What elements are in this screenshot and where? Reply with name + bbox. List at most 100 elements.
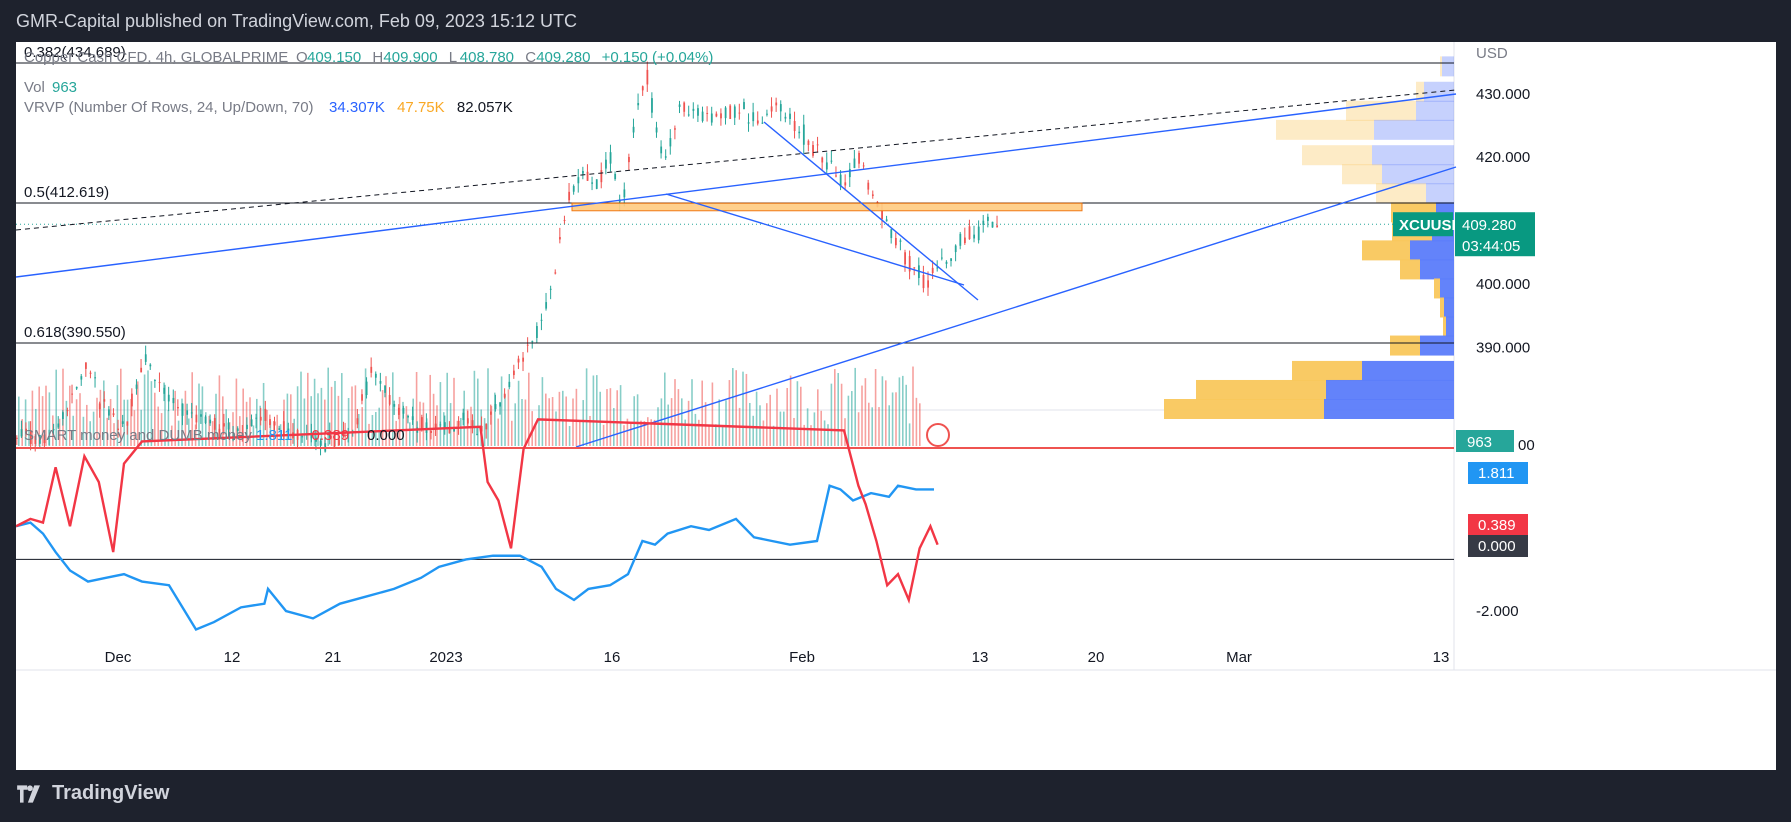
time-tick-label: 2023 xyxy=(429,649,462,666)
volume-bar xyxy=(140,409,142,446)
vp-down-bar xyxy=(1276,119,1374,140)
volume-bar xyxy=(41,396,44,446)
candle-body xyxy=(922,275,925,289)
volume-bar xyxy=(157,406,159,446)
candle-body xyxy=(494,404,497,410)
volume-bar xyxy=(562,390,564,446)
volume-bar xyxy=(905,384,907,446)
volume-bar xyxy=(885,380,887,446)
candle-body xyxy=(200,414,202,417)
candle-body xyxy=(941,257,943,259)
us-flag-icon xyxy=(926,423,950,447)
tradingview-logo[interactable]: TradingView xyxy=(16,782,169,805)
channel-lower-line xyxy=(665,193,965,286)
volume-bar xyxy=(517,380,520,446)
volume-bar xyxy=(269,421,272,446)
time-tick-label: 20 xyxy=(1088,649,1105,666)
candle-body xyxy=(623,189,626,198)
candle-body xyxy=(517,358,520,363)
candle-body xyxy=(641,86,644,91)
candle-body xyxy=(218,428,221,434)
candle-body xyxy=(250,419,253,427)
fib-level-label: 0.5(412.619) xyxy=(24,184,109,201)
chart-frame[interactable]: 0.382(434.689) 0.5(412.619) 0.618(390.550)… xyxy=(15,42,1776,770)
candle-body xyxy=(964,237,966,244)
volume-bar xyxy=(711,382,714,446)
candle-body xyxy=(89,372,92,374)
volume-bar xyxy=(337,395,340,446)
volume-bar xyxy=(456,420,459,446)
candle-body xyxy=(678,104,681,107)
volume-bar xyxy=(626,418,629,446)
currency-label: USD xyxy=(1476,45,1508,62)
volume-bar xyxy=(507,389,510,446)
price-tick-label: 00 xyxy=(1518,437,1535,454)
vol-legend-label: Vol xyxy=(24,79,45,96)
vrvp-legend-value: 47.75K xyxy=(397,99,445,116)
volume-bar xyxy=(670,398,673,446)
vp-up-bar xyxy=(1326,379,1454,400)
candle-body xyxy=(987,216,989,221)
volume-bar xyxy=(130,398,132,446)
volume-bar xyxy=(218,375,221,446)
volume-bar xyxy=(375,412,377,446)
volume-bar xyxy=(701,380,703,446)
candle-body xyxy=(996,225,999,228)
candle-body xyxy=(669,138,672,147)
volume-bar xyxy=(868,402,870,446)
price-tick-label: 390.000 xyxy=(1476,340,1530,357)
fib-level-label: 0.382(434.689) xyxy=(24,44,126,61)
candle-body xyxy=(227,422,230,430)
volume-bar xyxy=(99,389,102,446)
candle-body xyxy=(761,122,764,124)
candle-body xyxy=(75,386,78,389)
candle-body xyxy=(402,407,405,414)
candle-body xyxy=(131,393,133,407)
volume-bar xyxy=(589,415,591,446)
volume-bar xyxy=(35,408,37,446)
candle-body xyxy=(117,428,120,430)
volume-bar xyxy=(483,418,486,446)
volume-bar xyxy=(769,394,771,446)
volume-bar xyxy=(735,370,737,446)
candle-body xyxy=(591,182,594,184)
volume-bar xyxy=(262,382,265,446)
last-price-badge xyxy=(1455,212,1535,257)
volume-bar xyxy=(205,412,207,446)
symbol-badge xyxy=(1393,212,1453,237)
dashed-trend-line xyxy=(15,89,1457,231)
candle-body xyxy=(508,381,511,388)
candle-body xyxy=(743,102,745,110)
osc-legend-label: SMART money and DUMB money xyxy=(24,427,252,444)
volume-bar xyxy=(147,370,149,446)
volume-bar xyxy=(579,420,581,446)
candle-body xyxy=(126,421,129,426)
ohlc-key: L xyxy=(449,49,457,66)
volume-bar xyxy=(640,420,642,446)
volume-bar xyxy=(164,384,166,446)
volume-bar xyxy=(766,403,768,446)
volume-bar xyxy=(524,399,527,446)
volume-bar xyxy=(806,408,809,446)
price-tick-label: 420.000 xyxy=(1476,149,1530,166)
candle-body xyxy=(522,357,525,362)
candle-body xyxy=(177,406,179,409)
volume-bar xyxy=(881,376,884,446)
candle-body xyxy=(927,280,929,288)
candle-body xyxy=(968,226,971,240)
volume-bar xyxy=(786,387,788,446)
candle-body xyxy=(397,407,400,415)
chart-canvas[interactable]: 0.382(434.689) 0.5(412.619) 0.618(390.550)… xyxy=(15,42,1776,770)
candle-body xyxy=(259,416,262,421)
ohlc-value: 409.150 xyxy=(307,49,361,66)
candle-body xyxy=(697,108,699,116)
candle-body xyxy=(784,116,787,119)
volume-bar xyxy=(497,418,499,446)
time-tick-label: 13 xyxy=(972,649,989,666)
candle-body xyxy=(881,211,883,220)
candle-body xyxy=(154,380,156,382)
candle-body xyxy=(98,403,101,410)
vp-up-bar xyxy=(1420,335,1454,356)
volume-bar xyxy=(616,390,618,446)
volume-bar xyxy=(619,385,622,446)
